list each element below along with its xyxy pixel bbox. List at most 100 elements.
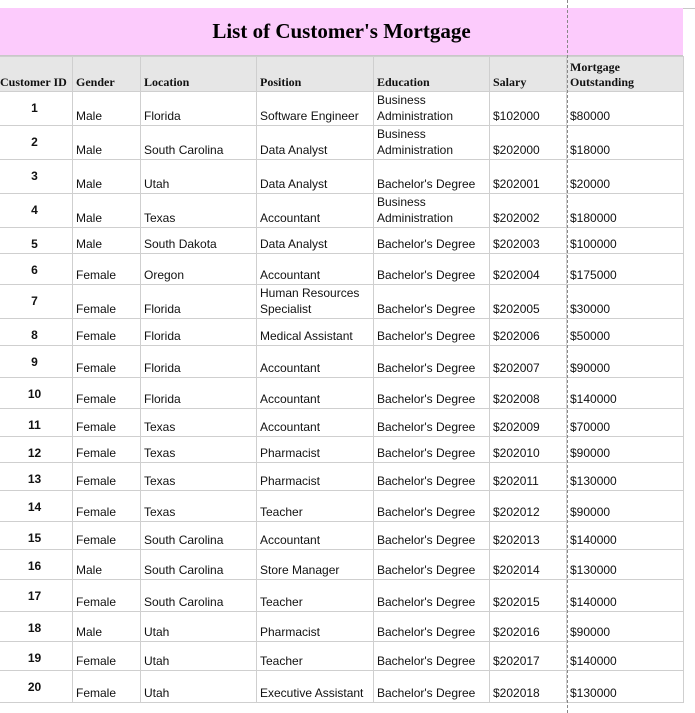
table-cell[interactable]: Bachelor's Degree	[373, 462, 490, 491]
table-cell[interactable]: South Carolina	[140, 579, 257, 612]
table-cell[interactable]: Bachelor's Degree	[373, 490, 490, 522]
table-cell[interactable]: Male	[72, 549, 141, 580]
table-cell[interactable]: Bachelor's Degree	[373, 521, 490, 550]
table-cell[interactable]: $202003	[489, 227, 567, 254]
table-cell[interactable]: Business Administration	[373, 91, 490, 126]
table-cell[interactable]: Accountant	[256, 377, 374, 409]
table-cell[interactable]: 20	[0, 670, 73, 703]
table-cell[interactable]: Store Manager	[256, 549, 374, 580]
table-cell[interactable]: Bachelor's Degree	[373, 318, 490, 346]
table-cell[interactable]: Female	[72, 462, 141, 491]
table-cell[interactable]: Bachelor's Degree	[373, 284, 490, 319]
table-cell[interactable]: $130000	[566, 462, 684, 491]
table-cell[interactable]: $140000	[566, 377, 684, 409]
table-cell[interactable]: 2	[0, 125, 73, 160]
table-cell[interactable]: Texas	[140, 193, 257, 228]
table-cell[interactable]: Medical Assistant	[256, 318, 374, 346]
table-cell[interactable]: $20000	[566, 159, 684, 194]
table-cell[interactable]: $175000	[566, 253, 684, 285]
table-cell[interactable]: Teacher	[256, 490, 374, 522]
table-cell[interactable]: Male	[72, 227, 141, 254]
table-cell[interactable]: 1	[0, 91, 73, 126]
table-cell[interactable]: $202016	[489, 611, 567, 642]
table-cell[interactable]: Female	[72, 408, 141, 437]
table-cell[interactable]: $70000	[566, 408, 684, 437]
table-cell[interactable]: $202018	[489, 670, 567, 703]
table-cell[interactable]: $202014	[489, 549, 567, 580]
table-cell[interactable]: Male	[72, 193, 141, 228]
table-cell[interactable]: Male	[72, 159, 141, 194]
table-cell[interactable]: 5	[0, 227, 73, 254]
table-cell[interactable]: Female	[72, 521, 141, 550]
table-cell[interactable]: Texas	[140, 408, 257, 437]
table-cell[interactable]: $102000	[489, 91, 567, 126]
table-cell[interactable]: Human Resources Specialist	[256, 284, 374, 319]
table-cell[interactable]: Texas	[140, 436, 257, 463]
table-cell[interactable]: $180000	[566, 193, 684, 228]
table-cell[interactable]: Bachelor's Degree	[373, 436, 490, 463]
table-cell[interactable]: $202011	[489, 462, 567, 491]
table-cell[interactable]: Accountant	[256, 521, 374, 550]
table-cell[interactable]: Bachelor's Degree	[373, 227, 490, 254]
table-cell[interactable]: $140000	[566, 641, 684, 671]
table-cell[interactable]: Bachelor's Degree	[373, 611, 490, 642]
column-header[interactable]: Location	[140, 56, 257, 92]
table-cell[interactable]: Female	[72, 318, 141, 346]
table-cell[interactable]: Business Administration	[373, 193, 490, 228]
table-cell[interactable]: Female	[72, 345, 141, 378]
table-cell[interactable]: Accountant	[256, 345, 374, 378]
table-cell[interactable]: Female	[72, 436, 141, 463]
table-cell[interactable]: Male	[72, 125, 141, 160]
table-cell[interactable]: Bachelor's Degree	[373, 670, 490, 703]
table-cell[interactable]: 14	[0, 490, 73, 522]
column-header[interactable]: Gender	[72, 56, 141, 92]
table-cell[interactable]: Bachelor's Degree	[373, 549, 490, 580]
table-cell[interactable]: Female	[72, 641, 141, 671]
table-cell[interactable]: 17	[0, 579, 73, 612]
table-cell[interactable]: Utah	[140, 670, 257, 703]
table-cell[interactable]: Florida	[140, 91, 257, 126]
table-cell[interactable]: Data Analyst	[256, 159, 374, 194]
table-cell[interactable]: Female	[72, 377, 141, 409]
table-cell[interactable]: Utah	[140, 611, 257, 642]
table-cell[interactable]: Texas	[140, 490, 257, 522]
table-cell[interactable]: $90000	[566, 436, 684, 463]
table-cell[interactable]: Bachelor's Degree	[373, 377, 490, 409]
table-cell[interactable]: $140000	[566, 521, 684, 550]
table-cell[interactable]: $202015	[489, 579, 567, 612]
table-cell[interactable]: $202010	[489, 436, 567, 463]
table-cell[interactable]: 11	[0, 408, 73, 437]
column-header[interactable]: Salary	[489, 56, 567, 92]
table-cell[interactable]: 3	[0, 159, 73, 194]
table-cell[interactable]: Female	[72, 284, 141, 319]
table-cell[interactable]: Data Analyst	[256, 125, 374, 160]
table-cell[interactable]: 13	[0, 462, 73, 491]
table-cell[interactable]: 4	[0, 193, 73, 228]
table-cell[interactable]: 8	[0, 318, 73, 346]
table-cell[interactable]: Florida	[140, 284, 257, 319]
table-cell[interactable]: $202002	[489, 193, 567, 228]
table-cell[interactable]: Utah	[140, 159, 257, 194]
table-cell[interactable]: $202007	[489, 345, 567, 378]
table-cell[interactable]: Female	[72, 579, 141, 612]
table-cell[interactable]: Bachelor's Degree	[373, 641, 490, 671]
table-cell[interactable]: Executive Assistant	[256, 670, 374, 703]
table-cell[interactable]: $18000	[566, 125, 684, 160]
table-cell[interactable]: $202013	[489, 521, 567, 550]
table-cell[interactable]: $202000	[489, 125, 567, 160]
table-cell[interactable]: Pharmacist	[256, 436, 374, 463]
table-cell[interactable]: $202004	[489, 253, 567, 285]
table-cell[interactable]: Accountant	[256, 193, 374, 228]
table-cell[interactable]: 10	[0, 377, 73, 409]
table-cell[interactable]: 18	[0, 611, 73, 642]
table-cell[interactable]: Female	[72, 253, 141, 285]
table-cell[interactable]: Bachelor's Degree	[373, 159, 490, 194]
sheet-title[interactable]: List of Customer's Mortgage	[0, 8, 683, 57]
table-cell[interactable]: Data Analyst	[256, 227, 374, 254]
table-cell[interactable]: South Carolina	[140, 549, 257, 580]
table-cell[interactable]: 12	[0, 436, 73, 463]
table-cell[interactable]: Female	[72, 490, 141, 522]
table-cell[interactable]: Teacher	[256, 641, 374, 671]
table-cell[interactable]: $202005	[489, 284, 567, 319]
table-cell[interactable]: Pharmacist	[256, 462, 374, 491]
